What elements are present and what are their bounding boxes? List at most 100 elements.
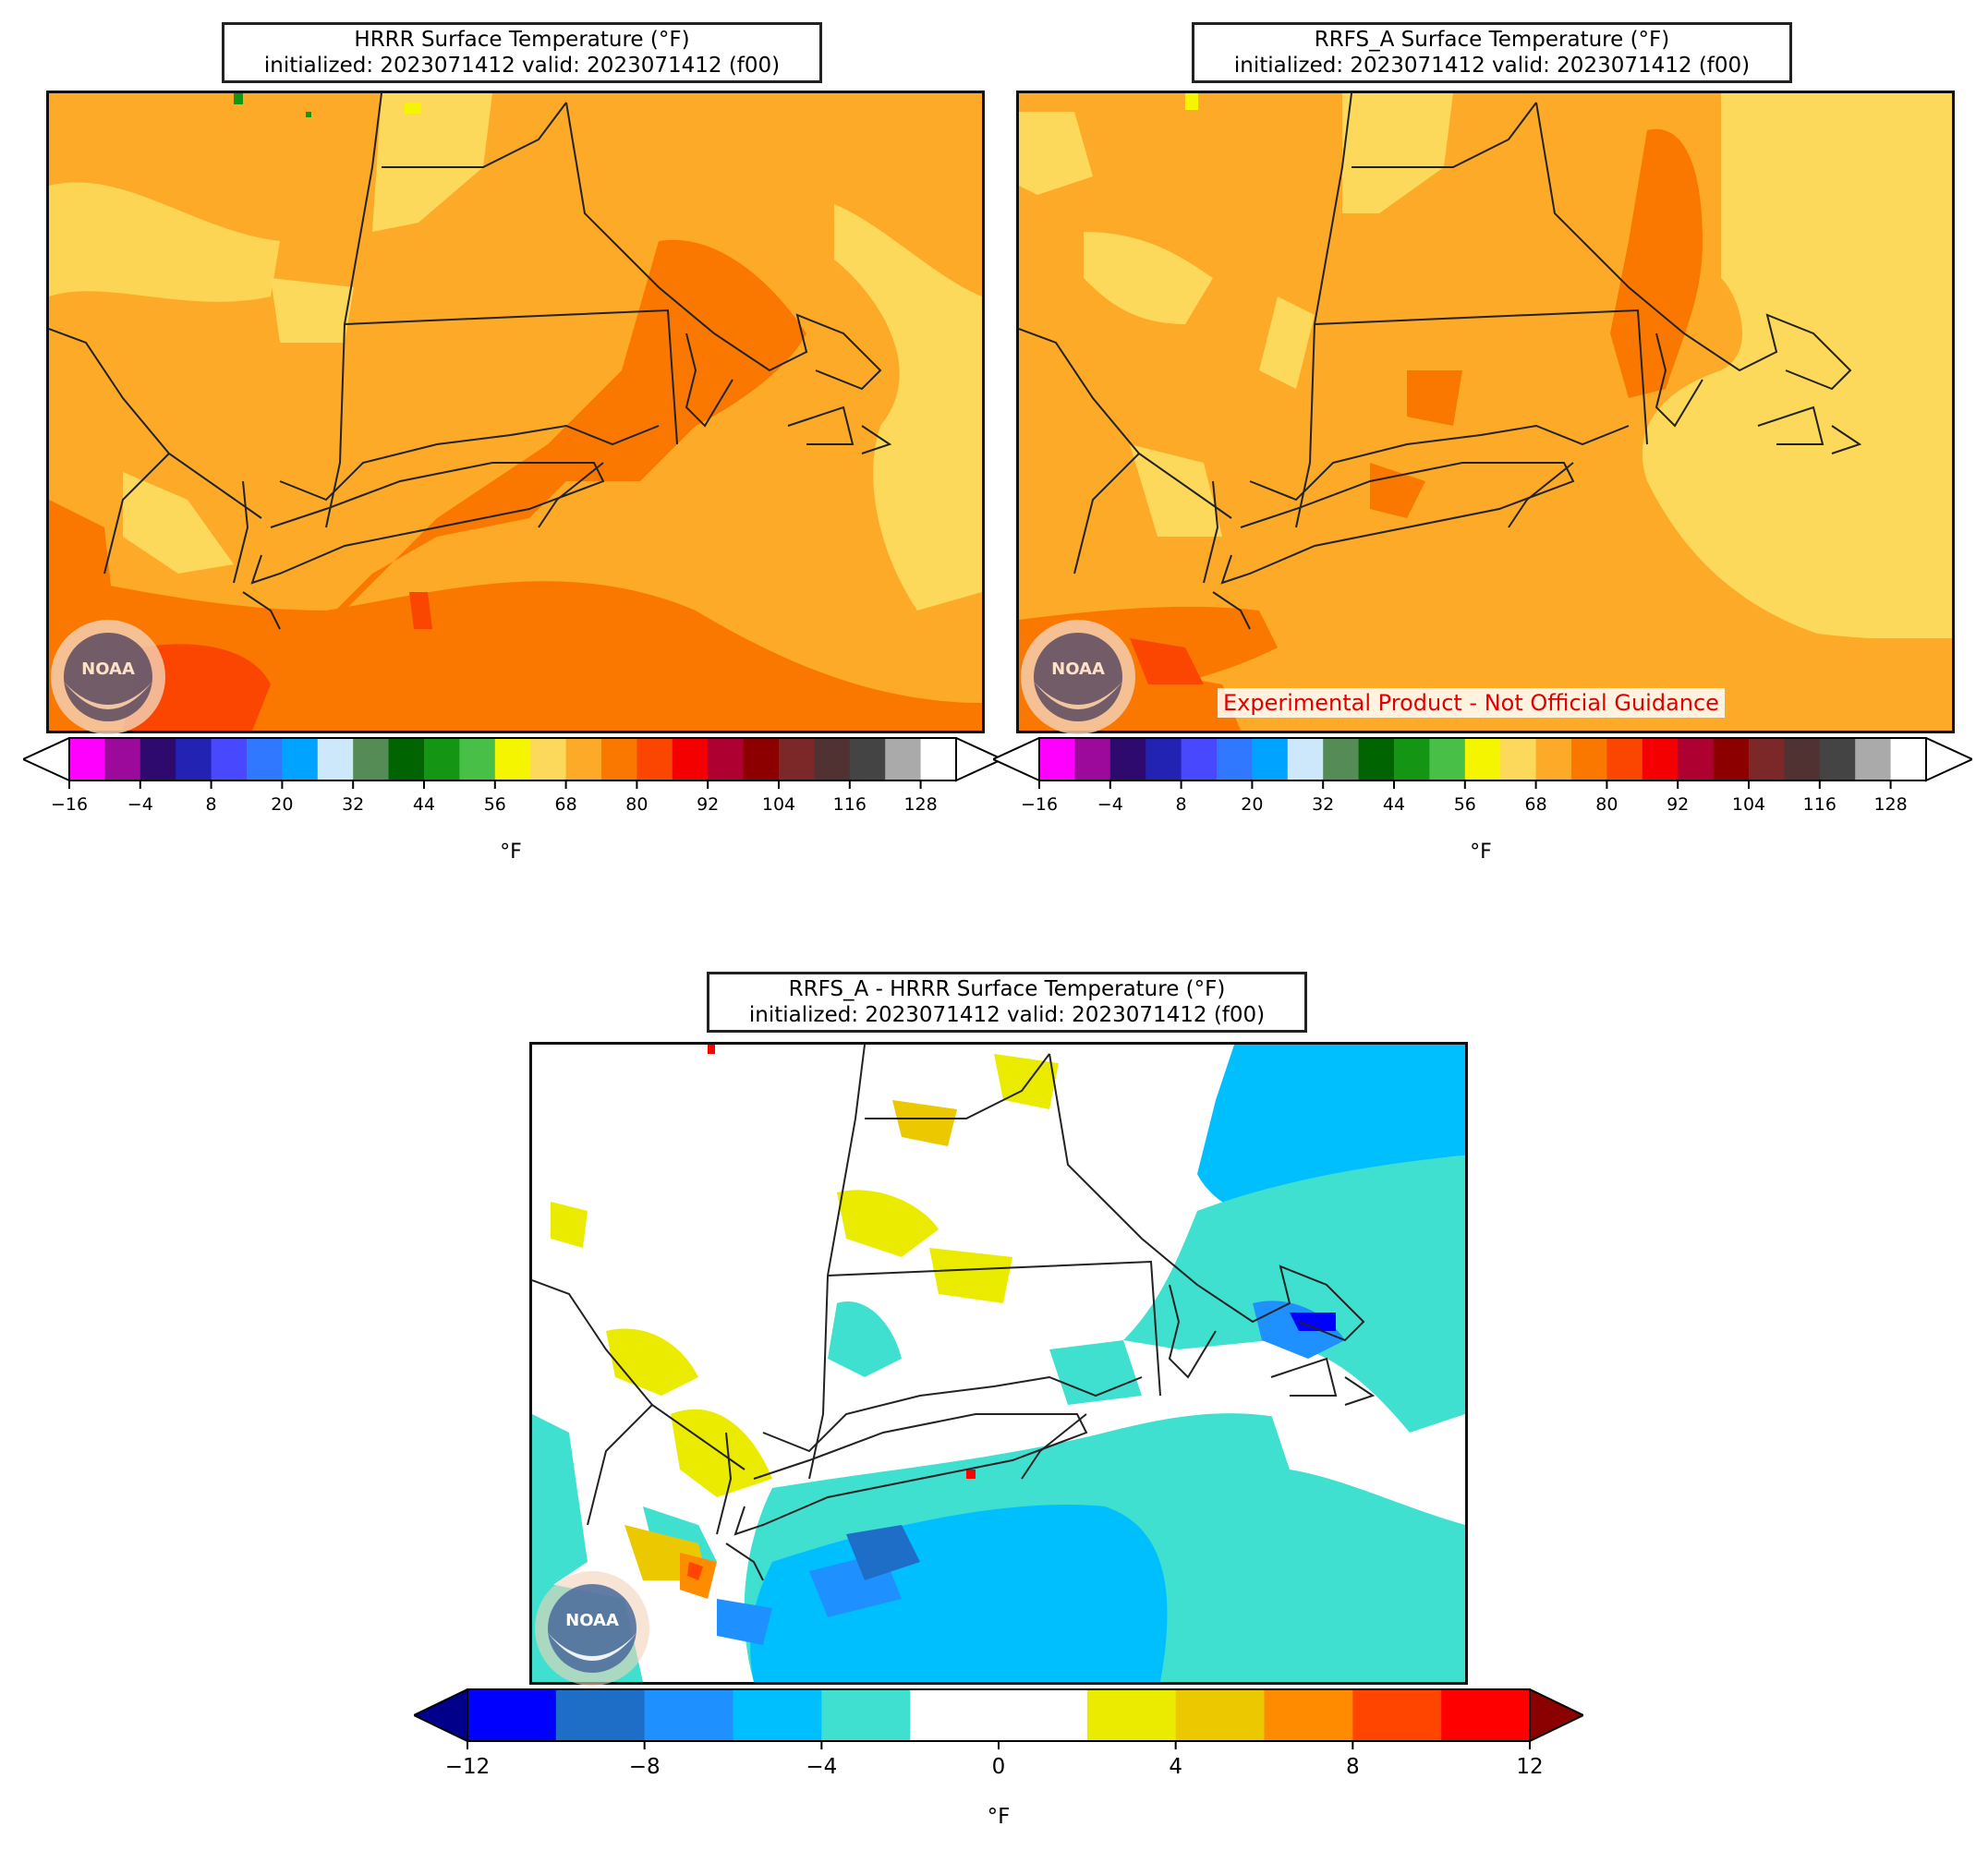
colorbar-frame [1038,737,1927,781]
colorbar-tick-label: 4 [1169,1755,1182,1779]
colorbar-segment [708,738,745,780]
colorbar-segment [1713,738,1750,780]
colorbar-segment [672,738,709,780]
colorbar-tick-label: 104 [761,794,796,815]
noaa-logo-1: NOAA [48,617,168,737]
colorbar-segment [388,738,425,780]
colorbar-segment [920,738,957,780]
colorbar-segment [1855,738,1892,780]
colorbar-tick-label: 0 [991,1755,1006,1779]
noaa-logo-2: NOAA [1018,617,1138,737]
colorbar-tick-label: 8 [1175,794,1187,815]
colorbar-segment [999,1689,1088,1741]
colorbar-tick-label: 20 [1241,794,1264,815]
colorbar-segment [555,1689,646,1741]
colorbar-tick-label: −16 [1020,794,1059,815]
colorbar-tick-label: 44 [1382,794,1406,815]
colorbar-segment [644,1689,733,1741]
hrrr-map[interactable] [46,91,985,733]
colorbar-tick-label: 116 [1802,794,1836,815]
colorbar-segment [636,738,673,780]
colorbar-segment [1217,738,1253,780]
colorbar-segment [1749,738,1785,780]
colorbar-tick-label: 80 [625,794,649,815]
colorbar-segment [1252,738,1289,780]
colorbar-segment [821,1689,911,1741]
colorbar-segment [530,738,567,780]
rrfs-colorbar-unit: °F [1470,841,1492,864]
diff-colorbar-unit: °F [987,1805,1011,1829]
colorbar-segment [849,738,886,780]
colorbar-segment [1500,738,1537,780]
colorbar-frame [68,737,957,781]
rrfs-title-line1: RRFS_A Surface Temperature (°F) [1314,28,1670,52]
colorbar-segment [247,738,283,780]
colorbar-segment [1181,738,1218,780]
colorbar-segment [779,738,815,780]
colorbar-tick-label: 128 [903,794,938,815]
colorbar-segment [1074,738,1111,780]
colorbar-tick-label: 56 [1453,794,1476,815]
rrfs-title: RRFS_A Surface Temperature (°F) initiali… [1192,22,1792,83]
colorbar-segment [1678,738,1715,780]
colorbar-tick-label: 80 [1595,794,1618,815]
colorbar-segment [733,1689,822,1741]
colorbar-segment [282,738,319,780]
colorbar-extend-low [20,736,70,782]
colorbar-segment [1429,738,1466,780]
colorbar-tick-label: 128 [1873,794,1908,815]
colorbar-segment [1571,738,1607,780]
colorbar-segment [1358,738,1395,780]
colorbar-segment [494,738,531,780]
colorbar-extend-low [411,1688,468,1743]
noaa-logo-text-3: NOAA [565,1611,619,1630]
colorbar-extend-low [990,736,1040,782]
rrfs-title-line2: initialized: 2023071412 valid: 202307141… [1233,54,1751,78]
colorbar-segment [139,738,176,780]
colorbar-tick-label: 32 [1312,794,1335,815]
colorbar-segment [69,738,105,780]
colorbar-tick-label: 56 [483,794,506,815]
colorbar-tick-label: 68 [554,794,577,815]
colorbar-tick-label: 8 [205,794,217,815]
colorbar-segment [601,738,637,780]
colorbar-segment [1642,738,1679,780]
colorbar-segment [104,738,141,780]
colorbar-segment [1323,738,1360,780]
colorbar-tick-label: 44 [412,794,436,815]
diff-title-line2: initialized: 2023071412 valid: 202307141… [748,1003,1266,1027]
colorbar-segment [1441,1689,1531,1741]
colorbar-tick-label: 104 [1731,794,1766,815]
colorbar-tick-label: 32 [342,794,365,815]
hrrr-colorbar-unit: °F [500,841,522,864]
hrrr-colorbar [20,736,1005,789]
colorbar-segment [814,738,851,780]
colorbar-segment [1264,1689,1353,1741]
colorbar-segment [1287,738,1324,780]
rrfs-map[interactable] [1016,91,1955,733]
colorbar-segment [1352,1689,1442,1741]
colorbar-tick-label: −4 [1097,794,1123,815]
colorbar-segment [424,738,460,780]
colorbar-segment [353,738,390,780]
colorbar-segment [317,738,354,780]
colorbar-segment [1606,738,1643,780]
colorbar-segment [1394,738,1430,780]
diff-map[interactable] [529,1042,1468,1685]
hrrr-title: HRRR Surface Temperature (°F) initialize… [222,22,822,83]
colorbar-segment [1784,738,1821,780]
noaa-logo-text-1: NOAA [81,659,135,679]
colorbar-segment [211,738,248,780]
colorbar-segment [1086,1689,1177,1741]
colorbar-segment [1819,738,1856,780]
colorbar-segment [743,738,780,780]
colorbar-segment [1175,1689,1265,1741]
colorbar-tick-label: −4 [127,794,153,815]
colorbar-segment [459,738,496,780]
colorbar-tick-label: −4 [806,1755,838,1779]
colorbar-tick-label: −12 [444,1755,491,1779]
colorbar-tick-label: 92 [697,794,720,815]
colorbar-segment [565,738,602,780]
colorbar-segment [1890,738,1927,780]
colorbar-tick-label: 8 [1346,1755,1360,1779]
